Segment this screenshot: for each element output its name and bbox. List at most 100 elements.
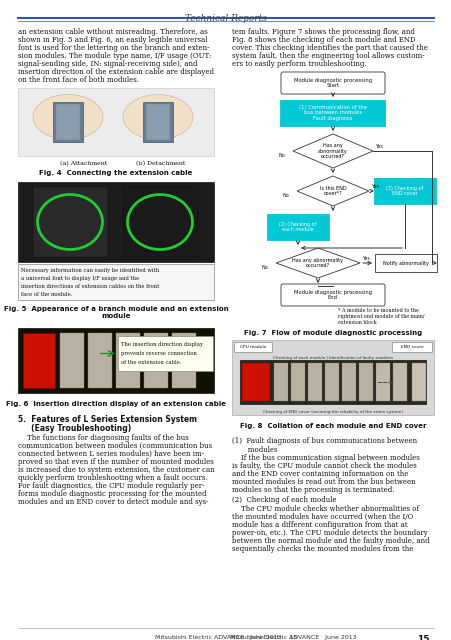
- Bar: [56, 104, 80, 140]
- Text: Has any abnormality
occurred?: Has any abnormality occurred?: [292, 257, 343, 268]
- Text: (2) Checking of
each module: (2) Checking of each module: [279, 221, 316, 232]
- Bar: [123, 187, 198, 257]
- Text: (a) Attachment: (a) Attachment: [60, 161, 107, 166]
- Bar: [60, 333, 84, 388]
- Text: mounted modules is read out from the bus between: mounted modules is read out from the bus…: [231, 478, 415, 486]
- Text: between the normal module and the faulty module, and: between the normal module and the faulty…: [231, 537, 428, 545]
- Text: (1)  Fault diagnosis of bus communications between
       modules: (1) Fault diagnosis of bus communication…: [231, 437, 416, 454]
- Text: No: No: [278, 153, 285, 158]
- FancyBboxPatch shape: [281, 284, 384, 306]
- Text: CPU module: CPU module: [239, 345, 266, 349]
- Bar: [241, 363, 269, 401]
- Text: and the END cover containing information on the: and the END cover containing information…: [231, 470, 407, 478]
- Text: Fig. 5  Appearance of a branch module and an extension
module: Fig. 5 Appearance of a branch module and…: [4, 306, 228, 319]
- Polygon shape: [292, 134, 372, 168]
- Text: proved so that even if the number of mounted modules: proved so that even if the number of mou…: [18, 458, 213, 466]
- Text: shown in Fig. 5 and Fig. 6, an easily legible universal: shown in Fig. 5 and Fig. 6, an easily le…: [18, 36, 207, 44]
- Text: The functions for diagnosing faults of the bus: The functions for diagnosing faults of t…: [18, 434, 189, 442]
- Text: forms module diagnostic processing for the mounted: forms module diagnostic processing for t…: [18, 490, 206, 498]
- Text: on the front face of both modules.: on the front face of both modules.: [18, 76, 139, 84]
- Text: sequentially checks the mounted modules from the: sequentially checks the mounted modules …: [231, 545, 413, 553]
- Text: The CPU module checks whether abnormalities of: The CPU module checks whether abnormalit…: [231, 505, 418, 513]
- Text: Notify abnormality: Notify abnormality: [382, 260, 428, 266]
- Bar: [18, 264, 213, 300]
- Bar: [391, 342, 431, 352]
- Bar: [53, 102, 83, 142]
- Bar: [23, 333, 55, 388]
- Text: 5.  Features of L Series Extension System: 5. Features of L Series Extension System: [18, 415, 197, 424]
- Text: For fault diagnostics, the CPU module regularly per-: For fault diagnostics, the CPU module re…: [18, 482, 204, 490]
- Text: font is used for the lettering on the branch and exten-: font is used for the lettering on the br…: [18, 44, 209, 52]
- Text: (b) Detachment: (b) Detachment: [136, 161, 185, 166]
- Bar: [18, 328, 213, 393]
- Bar: [144, 333, 168, 388]
- Text: an extension cable without misreading. Therefore, as: an extension cable without misreading. T…: [18, 28, 207, 36]
- Text: No: No: [282, 193, 289, 198]
- Text: The insertion direction display: The insertion direction display: [121, 342, 202, 347]
- Text: Mitsubishi Electric ADVANCE   June 2013: Mitsubishi Electric ADVANCE June 2013: [230, 635, 356, 640]
- Text: Mitsubishi Electric ADVANCE   June 2013    15: Mitsubishi Electric ADVANCE June 2013 15: [155, 635, 296, 640]
- Bar: [392, 363, 406, 401]
- Text: Is this END
cover*?: Is this END cover*?: [319, 186, 345, 196]
- Text: 15: 15: [417, 635, 429, 640]
- Bar: [373, 178, 435, 204]
- Text: Fig. 8  Collation of each module and END cover: Fig. 8 Collation of each module and END …: [239, 423, 425, 429]
- Text: Yes: Yes: [374, 144, 382, 149]
- Text: (1) Communication of the
bus between modules
Fault diagnosis: (1) Communication of the bus between mod…: [299, 105, 366, 122]
- Bar: [234, 342, 272, 352]
- Text: ers to easily perform troubleshooting.: ers to easily perform troubleshooting.: [231, 60, 366, 68]
- Polygon shape: [276, 248, 359, 278]
- Bar: [267, 214, 328, 240]
- Bar: [172, 333, 196, 388]
- Ellipse shape: [123, 95, 193, 140]
- Bar: [143, 102, 173, 142]
- Text: END cover: END cover: [400, 345, 423, 349]
- Bar: [375, 363, 389, 401]
- Bar: [231, 340, 433, 415]
- Text: Fig. 4  Connecting the extension cable: Fig. 4 Connecting the extension cable: [39, 170, 192, 176]
- Text: modules and an END cover to detect module and sys-: modules and an END cover to detect modul…: [18, 498, 208, 506]
- Text: insertion direction of the extension cable are displayed: insertion direction of the extension cab…: [18, 68, 213, 76]
- Bar: [290, 363, 304, 401]
- Bar: [374, 254, 436, 272]
- Text: Checking of END cover (securing the reliability of the entire system): Checking of END cover (securing the reli…: [262, 410, 402, 414]
- Bar: [341, 363, 355, 401]
- Bar: [280, 100, 385, 126]
- Text: (2)  Checking of each module: (2) Checking of each module: [231, 496, 336, 504]
- Bar: [358, 363, 372, 401]
- Bar: [239, 360, 425, 404]
- Text: prevents reverse connection: prevents reverse connection: [121, 351, 197, 356]
- Text: * A module to be mounted to the
rightmost end module of the main/
extension bloc: * A module to be mounted to the rightmos…: [337, 308, 423, 324]
- Text: Has any
abnormality
occurred?: Has any abnormality occurred?: [318, 143, 347, 159]
- Text: the mounted modules have occurred (when the I/O: the mounted modules have occurred (when …: [231, 513, 413, 521]
- Text: insertion directions of extension cables on the front: insertion directions of extension cables…: [21, 284, 159, 289]
- Bar: [146, 104, 170, 140]
- Text: Fig. 8 shows the checking of each module and END: Fig. 8 shows the checking of each module…: [231, 36, 414, 44]
- Text: (Easy Troubleshooting): (Easy Troubleshooting): [18, 424, 131, 433]
- Text: communication between modules (communication bus: communication between modules (communica…: [18, 442, 212, 450]
- Text: sion modules. The module type name, I/F usage (OUT:: sion modules. The module type name, I/F …: [18, 52, 211, 60]
- Bar: [273, 363, 287, 401]
- Text: signal-sending side, IN: signal-receiving side), and: signal-sending side, IN: signal-receivin…: [18, 60, 197, 68]
- Text: system fault, then the engineering tool allows custom-: system fault, then the engineering tool …: [231, 52, 423, 60]
- Text: Yes: Yes: [370, 184, 378, 189]
- Text: Checking of each module | Identification of faulty modules: Checking of each module | Identification…: [272, 356, 392, 360]
- Bar: [411, 363, 425, 401]
- FancyBboxPatch shape: [281, 72, 384, 94]
- Text: Module diagnostic processing
Start: Module diagnostic processing Start: [293, 77, 371, 88]
- Text: quickly perform troubleshooting when a fault occurs.: quickly perform troubleshooting when a f…: [18, 474, 207, 482]
- Text: connected between L series modules) have been im-: connected between L series modules) have…: [18, 450, 204, 458]
- Text: is faulty, the CPU module cannot check the modules: is faulty, the CPU module cannot check t…: [231, 462, 416, 470]
- Text: tem faults. Figure 7 shows the processing flow, and: tem faults. Figure 7 shows the processin…: [231, 28, 414, 36]
- Text: a universal font to display I/F usage and the: a universal font to display I/F usage an…: [21, 276, 139, 281]
- Text: No: No: [262, 265, 268, 270]
- Text: of the extension cable.: of the extension cable.: [121, 360, 181, 365]
- Bar: [324, 363, 338, 401]
- Bar: [33, 187, 108, 257]
- Text: Module diagnostic processing
End: Module diagnostic processing End: [293, 289, 371, 300]
- Text: Fig. 6  Insertion direction display of an extension cable: Fig. 6 Insertion direction display of an…: [6, 401, 226, 407]
- Text: If the bus communication signal between modules: If the bus communication signal between …: [231, 454, 419, 462]
- Text: power-on, etc.). The CPU module detects the boundary: power-on, etc.). The CPU module detects …: [231, 529, 427, 537]
- Text: Technical Reports: Technical Reports: [184, 14, 267, 23]
- Text: (3) Checking of
END cover: (3) Checking of END cover: [386, 186, 423, 196]
